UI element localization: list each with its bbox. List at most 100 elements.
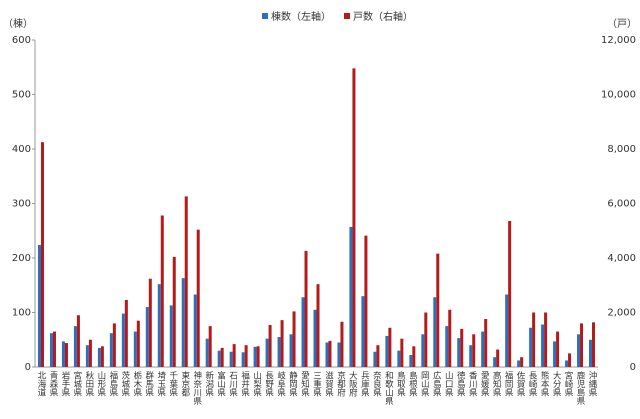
bar: [136, 320, 140, 367]
bar: [133, 331, 137, 367]
x-tick-label: 沖縄県: [587, 370, 597, 397]
bar: [337, 342, 341, 367]
x-tick-label: 島根県: [407, 370, 417, 397]
bar: [421, 334, 425, 367]
x-tick-label: 山梨県: [252, 370, 262, 397]
y2-tick-label: 2,000: [607, 308, 636, 319]
x-tick-label: 長野県: [264, 371, 274, 397]
bar: [313, 309, 317, 367]
bar: [412, 346, 416, 367]
bar: [121, 313, 125, 367]
bar: [568, 353, 572, 367]
bar: [268, 325, 272, 367]
x-tick-label: 滋賀県: [323, 370, 333, 397]
y-tick-label: 400: [12, 144, 31, 155]
bar: [277, 337, 281, 367]
x-tick-label: 富山県: [216, 370, 226, 397]
bar: [100, 346, 104, 367]
bar: [400, 338, 404, 367]
bar: [397, 350, 401, 367]
x-tick-label: 秋田県: [84, 370, 94, 397]
x-tick-label: 福島県: [108, 370, 118, 397]
bar: [52, 331, 56, 367]
x-tick-label: 広島県: [431, 370, 441, 397]
x-tick-label: 和歌山県: [383, 371, 393, 406]
x-tick-label: 岐阜県: [276, 370, 286, 397]
bar: [388, 327, 392, 367]
x-tick-label: 埼玉県: [156, 370, 166, 397]
bar: [109, 333, 113, 367]
bar: [496, 349, 500, 367]
x-tick-label: 山口県: [443, 370, 453, 397]
bar: [316, 284, 320, 367]
y-tick-label: 0: [25, 362, 31, 373]
bar: [409, 355, 413, 367]
bar: [385, 335, 389, 367]
legend-label: 戸数（右軸）: [353, 10, 413, 23]
bar: [280, 320, 284, 367]
bar: [304, 250, 308, 367]
bar: [472, 334, 476, 367]
y2-tick-label: 10,000: [601, 90, 636, 101]
bar: [76, 315, 80, 367]
x-tick-label: 石川県: [228, 371, 238, 397]
y-tick-label: 100: [12, 308, 31, 319]
bar: [217, 350, 221, 367]
bar: [361, 296, 365, 367]
bar: [241, 352, 245, 367]
y-tick-label: 500: [12, 90, 31, 101]
bar: [424, 312, 428, 367]
x-tick-label: 宮城県: [72, 370, 82, 397]
bar: [529, 327, 533, 367]
bar: [565, 360, 569, 367]
bar: [265, 338, 269, 367]
bar: [181, 278, 185, 367]
bar: [301, 297, 305, 367]
x-tick-label: 神奈川県: [192, 370, 202, 406]
bar: [169, 305, 173, 367]
bar: [541, 324, 545, 367]
y2-tick-label: 6,000: [607, 199, 636, 210]
bar: [577, 334, 581, 367]
bar: [436, 253, 440, 367]
y2-tick-label: 0: [630, 362, 636, 373]
bar: [220, 347, 224, 367]
bar: [292, 311, 296, 367]
x-tick-label: 鳥取県: [395, 370, 405, 397]
bar: [328, 340, 332, 367]
bar: [376, 345, 380, 367]
bar: [349, 226, 353, 367]
bar: [40, 142, 44, 367]
bar: [484, 319, 488, 367]
bar: [508, 220, 512, 367]
x-tick-label: 福井県: [240, 370, 250, 397]
x-tick-label: 青森県: [48, 370, 58, 397]
bar: [289, 334, 293, 367]
x-tick-label: 山形県: [96, 370, 106, 397]
bar: [505, 294, 509, 367]
y2-unit: （戸）: [607, 18, 637, 30]
bar: [592, 322, 596, 367]
x-tick-label: 岩手県: [60, 370, 70, 397]
x-tick-label: 佐賀県: [515, 370, 525, 397]
bar: [445, 326, 449, 367]
bar: [88, 339, 92, 367]
bar: [205, 338, 209, 367]
bar: [208, 326, 212, 367]
bar: [73, 326, 77, 367]
bar: [580, 323, 584, 367]
bar: [193, 294, 197, 367]
x-tick-label: 三重県: [312, 371, 322, 397]
y-tick-label: 200: [12, 253, 31, 264]
x-tick-label: 東京都: [180, 370, 190, 397]
x-tick-label: 香川県: [467, 370, 477, 397]
bar: [196, 229, 200, 367]
x-tick-label: 大阪府: [347, 370, 357, 397]
x-tick-label: 高知県: [491, 370, 501, 397]
x-tick-label: 岡山県: [419, 371, 429, 397]
x-tick-label: 熊本県: [539, 370, 549, 397]
bar: [340, 321, 344, 367]
bar: [256, 346, 260, 367]
x-tick-label: 千葉県: [168, 370, 178, 397]
